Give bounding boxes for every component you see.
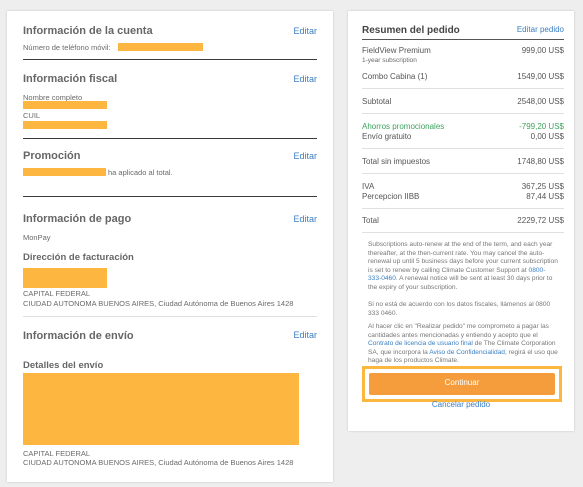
edit-shipping-link[interactable]: Editar [293, 330, 317, 340]
item-name: FieldView Premium [362, 46, 431, 55]
cancel-order-link[interactable]: Cancelar pedido [431, 400, 491, 409]
line-item-fieldview: FieldView Premium 999,00 US$ [362, 46, 564, 55]
redacted-phone [118, 43, 203, 51]
order-details-panel: Información de la cuenta Editar Número d… [7, 11, 333, 482]
pretax-value: 1748,80 US$ [517, 157, 564, 166]
perception-value: 87,44 US$ [526, 192, 564, 201]
divider [23, 196, 317, 197]
shipping-details-heading: Detalles del envío [23, 360, 104, 371]
divider [362, 173, 564, 174]
divider [362, 148, 564, 149]
divider [23, 316, 317, 317]
renewal-disclaimer: Subscriptions auto-renew at the end of t… [368, 241, 558, 291]
privacy-notice-link[interactable]: Aviso de Confidencialidad [429, 348, 505, 356]
pretax-row: Total sin impuestos 1748,80 US$ [362, 157, 564, 166]
phone-label: Número de teléfono móvil: [23, 43, 111, 52]
total-row: Total 2229,72 US$ [362, 216, 564, 225]
payment-info-heading: Información de pago [23, 213, 132, 225]
account-info-heading: Información de la cuenta [23, 25, 153, 37]
terms-disclaimer: Al hacer clic en "Realizar pedido" me co… [368, 323, 558, 365]
eula-link[interactable]: Contrato de licencia de usuario final [368, 340, 473, 348]
support-phone-link[interactable]: 0800-333-0460 [368, 266, 546, 283]
billing-region: CIUDAD AUTONOMA BUENOS AIRES, Ciudad Aut… [23, 299, 294, 308]
edit-payment-link[interactable]: Editar [293, 214, 317, 224]
redacted-cuil [23, 121, 107, 129]
redacted-billing-address [23, 268, 107, 288]
promotion-heading: Promoción [23, 150, 81, 162]
divider [23, 59, 317, 60]
shipping-row: Envío gratuito 0,00 US$ [362, 132, 564, 141]
redacted-name [23, 101, 107, 109]
edit-order-link[interactable]: Editar pedido [516, 25, 564, 34]
full-name-label: Nombre completo [23, 93, 83, 102]
divider [362, 39, 564, 40]
cuil-label: CUIL [23, 111, 41, 120]
redacted-shipping-address [23, 373, 299, 445]
redacted-promo-code [23, 168, 106, 176]
continue-highlight: Continuar [362, 366, 562, 402]
total-label: Total [362, 216, 379, 225]
savings-label: Ahorros promocionales [362, 122, 445, 131]
savings-value: -799,20 US$ [519, 122, 564, 131]
shipping-info-heading: Información de envío [23, 330, 134, 342]
fiscal-disclaimer: Si no está de acuerdo con los datos fisc… [368, 301, 551, 317]
fiscal-info-heading: Información fiscal [23, 73, 118, 85]
divider [362, 232, 564, 233]
subtotal-label: Subtotal [362, 97, 392, 106]
shipping-region: CIUDAD AUTONOMA BUENOS AIRES, Ciudad Aut… [23, 458, 294, 467]
savings-row: Ahorros promocionales -799,20 US$ [362, 122, 564, 131]
shipping-value: 0,00 US$ [530, 132, 564, 141]
promo-applied-text: ha aplicado al total. [108, 168, 173, 177]
perception-label: Percepcion IIBB [362, 192, 420, 201]
edit-promotion-link[interactable]: Editar [293, 151, 317, 161]
divider [362, 113, 564, 114]
subtotal-row: Subtotal 2548,00 US$ [362, 97, 564, 106]
payment-method: MonPay [23, 233, 51, 242]
total-value: 2229,72 US$ [517, 216, 564, 225]
line-item-combo: Combo Cabina (1) 1549,00 US$ [362, 72, 564, 81]
pretax-label: Total sin impuestos [362, 157, 431, 166]
divider [362, 208, 564, 209]
order-summary-heading: Resumen del pedido [362, 25, 460, 36]
order-summary-panel: Resumen del pedido Editar pedido FieldVi… [348, 11, 574, 431]
divider [23, 138, 317, 139]
billing-city: CAPITAL FEDERAL [23, 289, 91, 298]
item-price: 1549,00 US$ [517, 72, 564, 81]
item-subtitle: 1-year subscription [362, 57, 417, 64]
edit-fiscal-link[interactable]: Editar [293, 74, 317, 84]
item-name: Combo Cabina (1) [362, 72, 428, 81]
perception-row: Percepcion IIBB 87,44 US$ [362, 192, 564, 201]
iva-row: IVA 367,25 US$ [362, 182, 564, 191]
shipping-city: CAPITAL FEDERAL [23, 449, 91, 458]
shipping-label: Envío gratuito [362, 132, 412, 141]
item-price: 999,00 US$ [521, 46, 564, 55]
continue-button[interactable]: Continuar [369, 373, 555, 395]
subtotal-value: 2548,00 US$ [517, 97, 564, 106]
billing-address-heading: Dirección de facturación [23, 252, 134, 263]
iva-label: IVA [362, 182, 375, 191]
iva-value: 367,25 US$ [521, 182, 564, 191]
edit-account-link[interactable]: Editar [293, 26, 317, 36]
divider [362, 88, 564, 89]
